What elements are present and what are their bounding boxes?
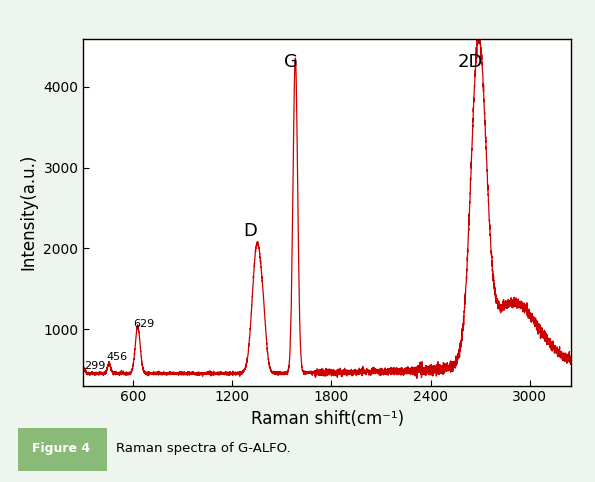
FancyBboxPatch shape [15, 428, 107, 470]
Text: D: D [243, 222, 257, 241]
Text: 629: 629 [134, 319, 155, 329]
Text: Raman spectra of G-ALFO.: Raman spectra of G-ALFO. [115, 442, 290, 455]
Text: Figure 4: Figure 4 [32, 442, 90, 455]
Text: 456: 456 [106, 352, 127, 362]
Text: G: G [284, 53, 298, 71]
X-axis label: Raman shift(cm⁻¹): Raman shift(cm⁻¹) [250, 410, 404, 428]
Text: 2D: 2D [458, 53, 483, 71]
Y-axis label: Intensity(a.u.): Intensity(a.u.) [20, 154, 37, 270]
Text: 299: 299 [84, 362, 106, 372]
